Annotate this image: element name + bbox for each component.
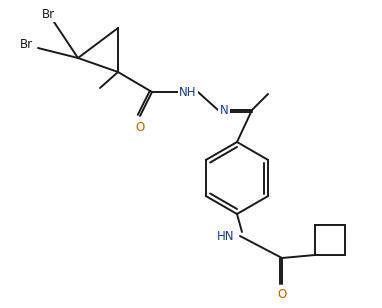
Text: O: O bbox=[135, 120, 145, 133]
Text: Br: Br bbox=[20, 38, 33, 51]
Text: Br: Br bbox=[42, 7, 55, 21]
Text: N: N bbox=[220, 103, 228, 116]
Text: O: O bbox=[277, 287, 286, 301]
Text: HN: HN bbox=[217, 229, 234, 242]
Text: NH: NH bbox=[179, 86, 197, 99]
